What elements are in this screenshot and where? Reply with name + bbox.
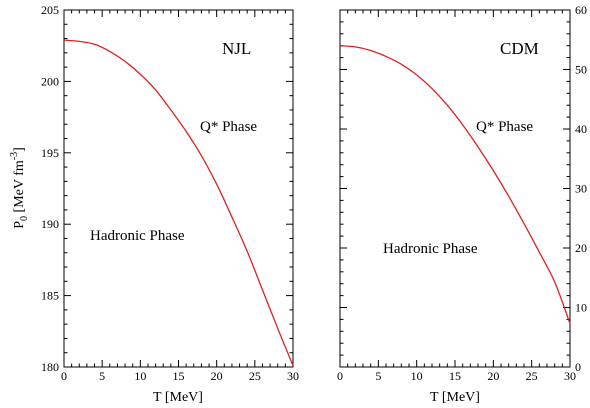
y-tick-label: 190	[41, 217, 59, 231]
x-tick-label: 30	[564, 369, 576, 383]
x-tick-label: 15	[173, 369, 185, 383]
x-tick-label: 0	[61, 369, 67, 383]
y-tick-label: 0	[575, 360, 581, 374]
y-tick-label: 200	[41, 74, 59, 88]
y-tick-label: 180	[41, 360, 59, 374]
pressure-curve-njl	[63, 39, 294, 366]
q-star-phase-label-njl: Q* Phase	[200, 119, 257, 135]
y-tick-label: 60	[575, 3, 587, 17]
y-tick-label: 205	[41, 3, 59, 17]
y-tick-label: 40	[575, 122, 587, 136]
model-label-njl: NJL	[222, 39, 251, 58]
x-axis-label-cdm: T [MeV]	[430, 390, 480, 405]
x-tick-label: 10	[411, 369, 423, 383]
x-tick-label: 15	[449, 369, 461, 383]
q-star-phase-label-cdm: Q* Phase	[476, 119, 533, 135]
y-tick-label: 10	[575, 301, 587, 315]
tick-labels-njl: 0 5 10 15 20 25 30 180 185 190 195 200 205	[41, 3, 299, 383]
y-tick-label: 20	[575, 241, 587, 255]
plot-frame-cdm	[339, 9, 571, 368]
y-tick-label: 30	[575, 182, 587, 196]
ticks-cdm	[339, 9, 571, 368]
panel-njl: 0 5 10 15 20 25 30 180 185 190 195 200 205 NJL Q* Ph…	[9, 3, 299, 405]
x-tick-label: 0	[337, 369, 343, 383]
x-tick-label: 25	[249, 369, 261, 383]
x-tick-label: 20	[487, 369, 499, 383]
model-label-cdm: CDM	[500, 39, 539, 58]
x-tick-label: 30	[287, 369, 299, 383]
y-tick-label: 50	[575, 63, 587, 77]
y-tick-label: 185	[41, 289, 59, 303]
pressure-curve-cdm	[339, 45, 571, 324]
hadronic-phase-label-njl: Hadronic Phase	[90, 228, 185, 244]
y-axis-label-njl: P0 [MeV fm-3]	[9, 147, 30, 229]
plot-frame-njl	[63, 9, 294, 368]
x-tick-label: 5	[375, 369, 381, 383]
x-tick-label: 25	[526, 369, 538, 383]
x-axis-label-njl: T [MeV]	[153, 390, 203, 405]
ticks-njl	[63, 9, 294, 368]
x-tick-label: 20	[211, 369, 223, 383]
hadronic-phase-label-cdm: Hadronic Phase	[383, 241, 478, 257]
x-tick-label: 10	[134, 369, 146, 383]
y-tick-label: 195	[41, 146, 59, 160]
x-tick-label: 5	[99, 369, 105, 383]
